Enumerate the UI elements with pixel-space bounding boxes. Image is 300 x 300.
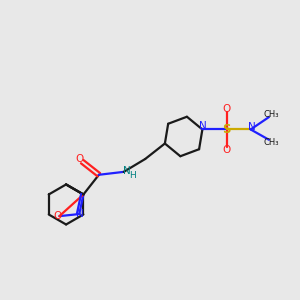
Text: O: O <box>222 104 231 114</box>
Text: N: N <box>248 122 256 131</box>
Text: O: O <box>222 145 231 155</box>
Text: H: H <box>129 171 136 180</box>
Text: N: N <box>199 121 206 131</box>
Text: S: S <box>222 123 231 136</box>
Text: N: N <box>123 166 131 176</box>
Text: O: O <box>54 211 62 221</box>
Text: CH₃: CH₃ <box>263 138 279 147</box>
Text: CH₃: CH₃ <box>263 110 279 119</box>
Text: O: O <box>75 154 83 164</box>
Text: N: N <box>76 209 84 219</box>
